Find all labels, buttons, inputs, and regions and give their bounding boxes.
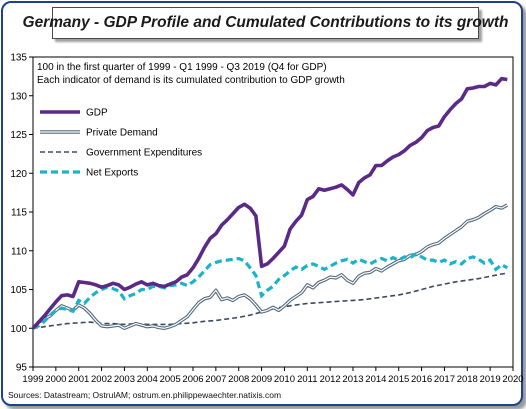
x-tick-label: 1999	[22, 374, 43, 385]
x-tick-label: 2006	[182, 374, 203, 385]
x-tick-label: 2002	[91, 374, 112, 385]
series-private-demand	[31, 203, 509, 330]
series-gdp	[31, 76, 508, 330]
y-tick-label: 110	[11, 246, 27, 257]
chart-title: Germany - GDP Profile and Cumulated Cont…	[22, 14, 509, 31]
x-tick-label: 2017	[434, 374, 455, 385]
source-note: Sources: Datastream; OstrulAM; ostrum.en…	[8, 390, 282, 400]
x-tick-label: 2018	[457, 374, 478, 385]
x-tick-label: 2001	[68, 374, 89, 385]
legend-entry: Private Demand	[40, 128, 158, 139]
legend-label: Government Expenditures	[86, 148, 202, 159]
y-tick-label: 120	[10, 169, 27, 180]
legend-label: GDP	[86, 108, 108, 119]
x-tick-label: 2014	[365, 374, 386, 385]
legend-label: Private Demand	[86, 128, 158, 139]
series-government-expenditures	[32, 272, 508, 330]
x-tick-label: 2012	[320, 374, 341, 385]
x-tick-label: 2020	[502, 374, 523, 385]
legend-entry: Government Expenditures	[40, 148, 202, 159]
x-tick-label: 2007	[205, 374, 226, 385]
series-line	[32, 272, 508, 330]
series-net-exports	[32, 252, 509, 330]
x-tick-label: 2016	[411, 374, 432, 385]
legend-entry: Net Exports	[40, 168, 138, 179]
subtitle-line: Each indicator of demand is its cumulate…	[37, 75, 345, 86]
legend-entry: GDP	[40, 108, 108, 119]
y-tick-label: 105	[10, 285, 27, 296]
legend-label: Net Exports	[86, 168, 138, 179]
x-tick-label: 2008	[228, 374, 249, 385]
x-tick-label: 2015	[388, 374, 409, 385]
legend: GDP Private Demand Government Expenditures…	[40, 108, 202, 179]
y-tick-label: 135	[10, 53, 27, 64]
y-tick-label: 100	[10, 324, 27, 335]
x-tick-label: 2004	[137, 374, 158, 385]
y-tick-label: 125	[10, 130, 27, 141]
y-tick-label: 115	[11, 208, 27, 219]
y-tick-label: 130	[10, 91, 27, 102]
series-line	[31, 76, 508, 330]
series-layer	[31, 76, 509, 330]
series-line	[32, 252, 509, 330]
series-line-outer	[31, 203, 509, 330]
x-tick-label: 2000	[45, 374, 66, 385]
x-tick-label: 2011	[297, 374, 317, 385]
x-tick-label: 2010	[274, 374, 295, 385]
x-tick-label: 2005	[160, 374, 181, 385]
x-tick-label: 2019	[480, 374, 501, 385]
x-tick-label: 2009	[251, 374, 272, 385]
x-tick-label: 2013	[342, 374, 363, 385]
subtitle-line: 100 in the first quarter of 1999 - Q1 19…	[37, 62, 327, 73]
subtitle: 100 in the first quarter of 1999 - Q1 19…	[37, 62, 345, 86]
x-tick-label: 2003	[114, 374, 135, 385]
plot-area	[32, 56, 514, 368]
series-line-inner	[32, 204, 508, 329]
title-box: Germany - GDP Profile and Cumulated Cont…	[23, 7, 509, 39]
y-tick-label: 95	[16, 363, 28, 374]
